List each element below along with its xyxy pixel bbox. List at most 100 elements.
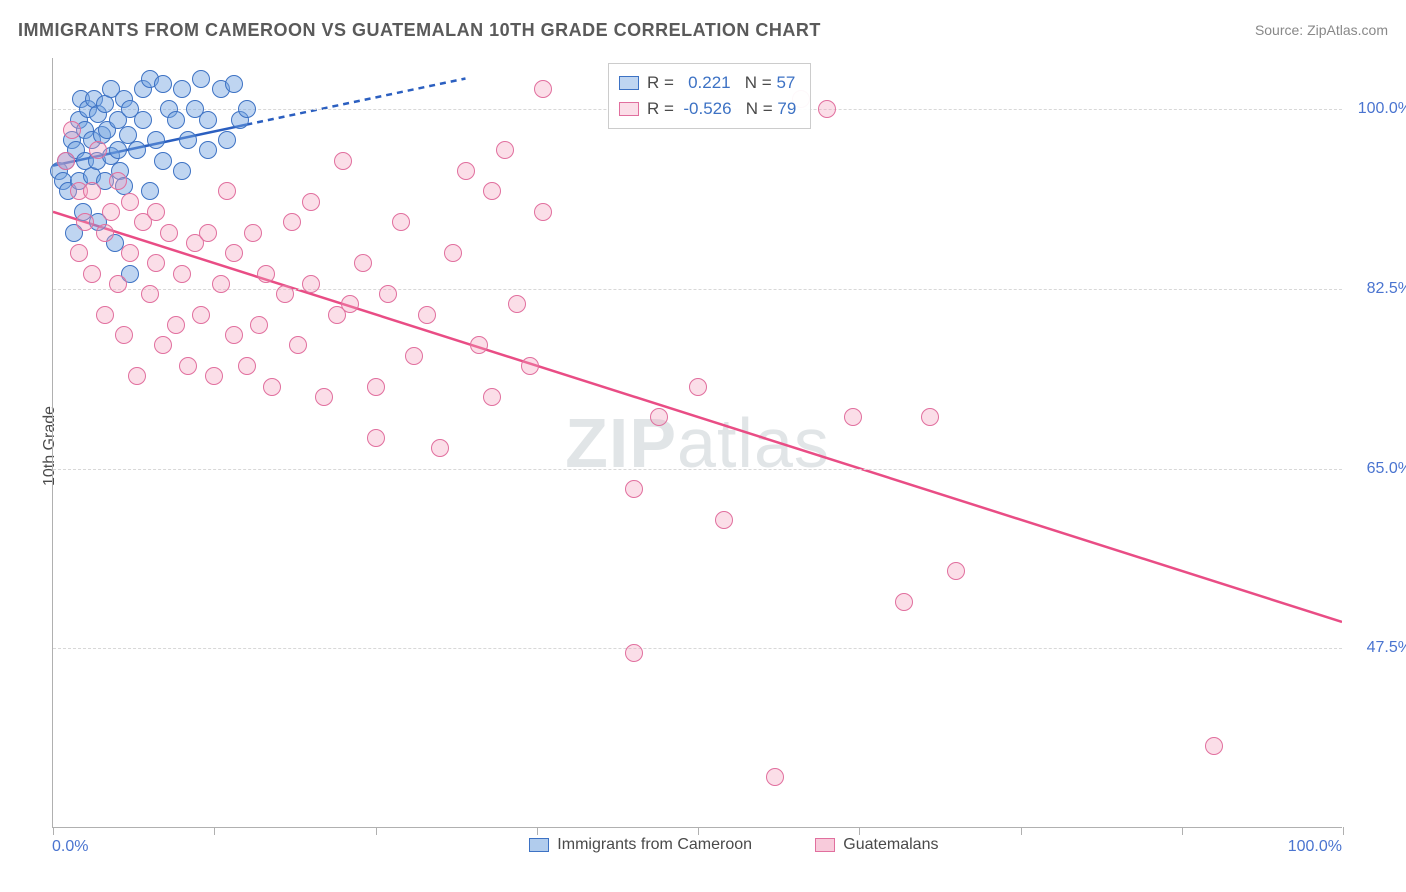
scatter-point — [111, 162, 129, 180]
scatter-point — [625, 480, 643, 498]
trend-line — [53, 125, 246, 166]
scatter-point — [225, 244, 243, 262]
scatter-point — [121, 265, 139, 283]
scatter-point — [121, 193, 139, 211]
scatter-point — [199, 111, 217, 129]
scatter-point — [367, 429, 385, 447]
trend-line — [246, 79, 465, 125]
scatter-point — [244, 224, 262, 242]
scatter-point — [57, 152, 75, 170]
scatter-point — [85, 90, 103, 108]
scatter-point — [76, 121, 94, 139]
scatter-point — [76, 213, 94, 231]
stats-legend: R = 0.221 N = 57R = -0.526 N = 79 — [608, 63, 811, 129]
trend-line — [53, 212, 1342, 622]
watermark: ZIPatlas — [565, 403, 830, 483]
scatter-point — [154, 152, 172, 170]
scatter-point — [689, 378, 707, 396]
scatter-point — [483, 182, 501, 200]
x-tick — [214, 827, 215, 835]
chart-title: IMMIGRANTS FROM CAMEROON VS GUATEMALAN 1… — [18, 20, 821, 41]
scatter-point — [766, 768, 784, 786]
scatter-point — [70, 182, 88, 200]
scatter-point — [302, 193, 320, 211]
scatter-point — [109, 275, 127, 293]
scatter-point — [134, 111, 152, 129]
scatter-point — [276, 285, 294, 303]
scatter-point — [192, 306, 210, 324]
scatter-point — [76, 152, 94, 170]
x-tick — [1021, 827, 1022, 835]
scatter-point — [141, 182, 159, 200]
source-label: Source: ZipAtlas.com — [1255, 22, 1388, 38]
legend-swatch — [619, 76, 639, 90]
stats-text: R = 0.221 N = 57 — [647, 70, 795, 96]
scatter-point — [88, 152, 106, 170]
scatter-point — [186, 234, 204, 252]
scatter-point — [238, 357, 256, 375]
scatter-point — [167, 316, 185, 334]
y-tick-label: 47.5% — [1352, 639, 1406, 657]
scatter-point — [115, 326, 133, 344]
y-tick-label: 100.0% — [1352, 100, 1406, 118]
scatter-point — [147, 131, 165, 149]
legend-label: Guatemalans — [843, 836, 938, 854]
scatter-point — [109, 172, 127, 190]
scatter-point — [83, 265, 101, 283]
scatter-point — [508, 295, 526, 313]
scatter-point — [93, 126, 111, 144]
scatter-point — [179, 357, 197, 375]
scatter-point — [83, 131, 101, 149]
scatter-point — [50, 162, 68, 180]
scatter-point — [250, 316, 268, 334]
scatter-point — [67, 141, 85, 159]
scatter-point — [625, 644, 643, 662]
x-tick — [1343, 827, 1344, 835]
gridline — [53, 648, 1342, 649]
legend-swatch — [529, 838, 549, 852]
scatter-point — [96, 95, 114, 113]
scatter-point — [147, 203, 165, 221]
scatter-point — [534, 203, 552, 221]
scatter-point — [231, 111, 249, 129]
scatter-point — [947, 562, 965, 580]
scatter-point — [154, 336, 172, 354]
stats-legend-row: R = -0.526 N = 79 — [619, 96, 796, 122]
scatter-point — [134, 80, 152, 98]
scatter-point — [83, 182, 101, 200]
trend-lines-layer — [53, 58, 1342, 827]
scatter-point — [96, 306, 114, 324]
scatter-point — [650, 408, 668, 426]
scatter-point — [106, 234, 124, 252]
scatter-point — [59, 182, 77, 200]
scatter-point — [128, 141, 146, 159]
scatter-point — [534, 80, 552, 98]
scatter-point — [109, 141, 127, 159]
scatter-point — [160, 224, 178, 242]
scatter-point — [257, 265, 275, 283]
gridline — [53, 289, 1342, 290]
scatter-point — [141, 70, 159, 88]
scatter-point — [173, 80, 191, 98]
scatter-point — [844, 408, 862, 426]
scatter-point — [315, 388, 333, 406]
scatter-point — [89, 141, 107, 159]
scatter-point — [147, 254, 165, 272]
x-tick — [1182, 827, 1183, 835]
scatter-point — [302, 275, 320, 293]
scatter-point — [392, 213, 410, 231]
scatter-point — [167, 111, 185, 129]
legend-swatch — [619, 102, 639, 116]
scatter-point — [98, 121, 116, 139]
x-tick-label: 0.0% — [52, 838, 88, 856]
scatter-point — [212, 80, 230, 98]
scatter-point — [225, 326, 243, 344]
scatter-point — [115, 90, 133, 108]
scatter-point — [70, 111, 88, 129]
scatter-point — [521, 357, 539, 375]
scatter-point — [96, 172, 114, 190]
scatter-point — [367, 378, 385, 396]
scatter-point — [496, 141, 514, 159]
scatter-point — [89, 213, 107, 231]
y-tick-label: 82.5% — [1352, 280, 1406, 298]
